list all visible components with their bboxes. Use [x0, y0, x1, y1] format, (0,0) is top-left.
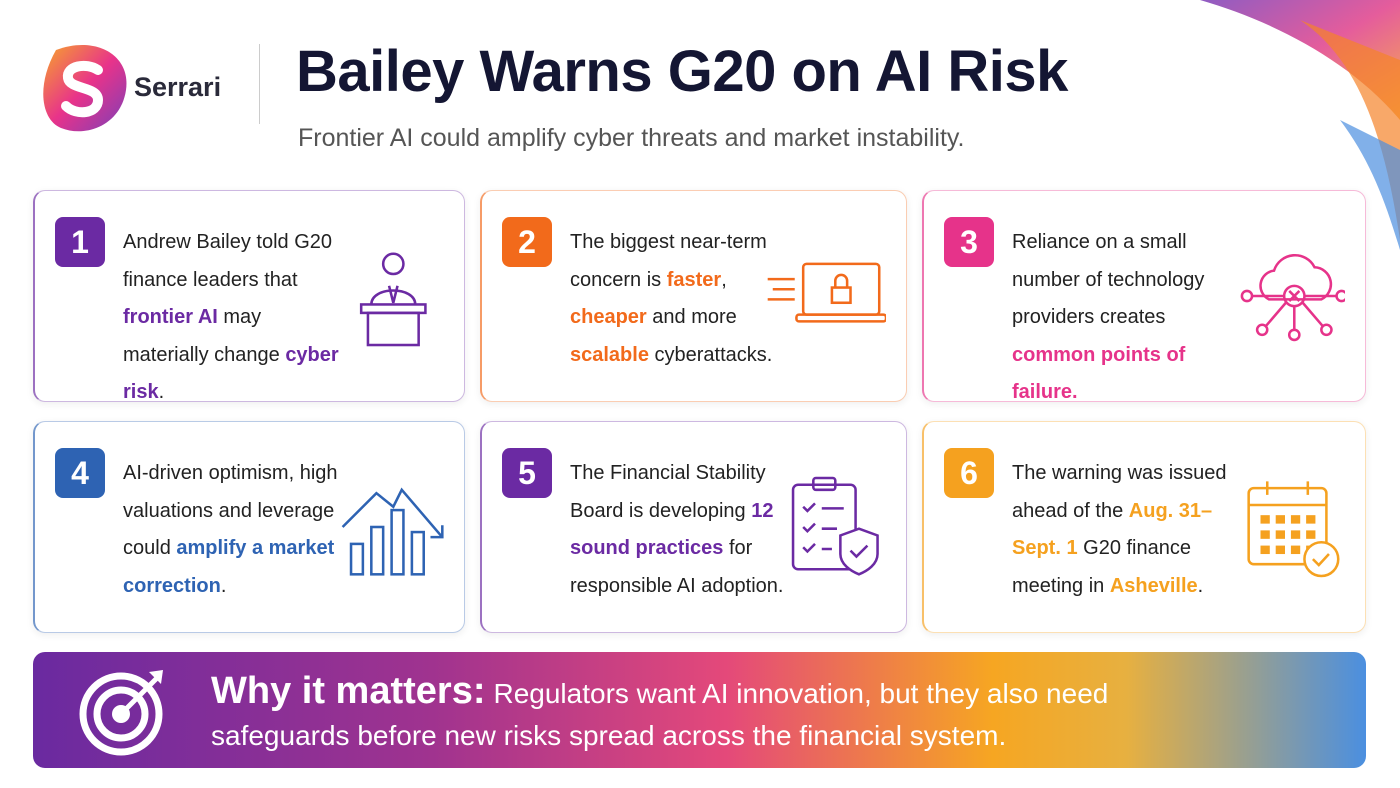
card-icon [359, 252, 427, 347]
text: and more [646, 306, 737, 328]
card: 1 Andrew Bailey told G20 finance leaders … [33, 190, 465, 403]
why-label: Why it matters: [211, 670, 486, 712]
card-text: The warning was issued ahead of the Aug.… [1012, 455, 1240, 605]
highlight: cyber risk [123, 343, 339, 404]
highlight: cheaper [570, 306, 647, 328]
card: 3 Reliance on a small number of technolog… [922, 190, 1366, 403]
card-icon [341, 487, 444, 576]
card-icon [1240, 254, 1345, 342]
card-icon [1247, 481, 1340, 578]
card-number: 5 [502, 448, 552, 498]
highlight: Asheville [1109, 574, 1198, 597]
highlight: frontier AI [123, 306, 218, 328]
card-icon [791, 476, 879, 576]
text: The Financial Stability Board is develop… [570, 462, 766, 522]
logo [43, 44, 127, 132]
why-banner: Why it matters: Regulators want AI innova… [33, 652, 1366, 768]
target-icon [79, 670, 163, 756]
card: 2 The biggest near-term concern is faster… [480, 190, 907, 402]
text: The biggest near-term concern is [570, 231, 767, 291]
text: . [1197, 574, 1204, 597]
card-text: AI-driven optimism, high valuations and … [123, 455, 351, 605]
highlight: faster [666, 268, 722, 291]
text: cyberattacks. [648, 343, 773, 366]
highlight: amplify a market correction [123, 537, 335, 597]
text: G20 finance meeting in [1012, 537, 1191, 597]
card-text: The Financial Stability Board is develop… [570, 455, 798, 605]
card: 4 AI-driven optimism, high valuations and… [33, 421, 465, 633]
text: AI-driven optimism, high valuations and … [123, 462, 338, 559]
text: Reliance on a small number of technology… [1012, 231, 1205, 328]
brand-name: Serrari [134, 72, 222, 102]
text: The warning was issued ahead of the [1012, 462, 1227, 522]
highlight: Aug. 31–Sept. 1 [1012, 499, 1213, 560]
why-body: Regulators want AI innovation, but they … [211, 678, 1109, 751]
text: Andrew Bailey told G20 finance leaders t… [123, 231, 333, 291]
text: for responsible AI adoption. [570, 537, 784, 597]
card-text: Reliance on a small number of technology… [1012, 224, 1240, 412]
title: Bailey Warns G20 on AI Risk [296, 39, 1068, 104]
card: 5 The Financial Stability Board is develo… [480, 421, 907, 633]
card-text: The biggest near-term concern is faster,… [570, 224, 798, 374]
card-icon [767, 262, 886, 323]
card-text: Andrew Bailey told G20 finance leaders t… [123, 224, 351, 412]
text: . [158, 381, 165, 403]
card: 6 The warning was issued ahead of the Aug… [922, 421, 1366, 633]
card-number: 3 [944, 217, 994, 267]
card-number: 4 [55, 448, 105, 498]
subtitle: Frontier AI could amplify cyber threats … [298, 124, 965, 152]
divider [259, 44, 260, 124]
text: . [220, 574, 227, 597]
card-number: 2 [502, 217, 552, 267]
card-number: 6 [944, 448, 994, 498]
highlight: common points of failure. [1012, 343, 1186, 404]
card-number: 1 [55, 217, 105, 267]
text: , [721, 268, 727, 291]
text: may materially change [123, 306, 286, 366]
decor-swoosh [1200, 0, 1400, 250]
why-text: Why it matters: Regulators want AI innova… [211, 670, 1211, 757]
highlight: scalable [570, 343, 649, 366]
highlight: 12 sound practices [570, 499, 774, 560]
